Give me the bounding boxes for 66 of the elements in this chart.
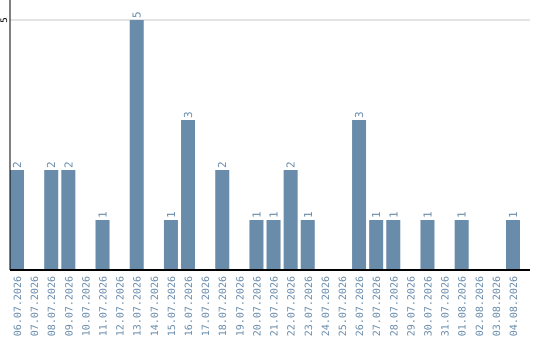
x-tick-label: 06.07.2026 [13,276,24,336]
data-label: 2 [284,161,298,168]
data-label: 2 [11,161,24,168]
data-label: 3 [353,111,366,118]
x-tick-label: 29.07.2026 [406,276,418,336]
data-label: 1 [370,211,384,218]
data-label: 1 [96,211,110,218]
x-tick-label: 09.07.2026 [64,276,76,336]
x-tick-label: 24.07.2026 [320,276,332,336]
x-tick-label: 17.07.2026 [201,276,212,336]
bar [215,170,230,270]
bar [181,120,196,270]
x-tick-label: 22.07.2026 [286,276,298,336]
data-label: 2 [216,161,230,168]
data-label: 1 [456,211,469,218]
x-tick-label: 27.07.2026 [372,276,384,336]
bar [386,220,400,270]
data-label: 1 [250,211,264,218]
data-label: 1 [164,211,178,218]
bar [61,170,76,270]
x-tick-label: 15.07.2026 [166,276,178,336]
x-tick-label: 02.08.2026 [474,276,486,336]
x-tick-label: 10.07.2026 [81,276,92,336]
bar [284,170,298,270]
x-tick-label: 07.07.2026 [30,276,42,336]
x-tick-label: 18.07.2026 [218,276,230,336]
bar [96,220,110,270]
x-tick-label: 26.07.2026 [355,276,366,336]
x-tick-label: 25.07.2026 [338,276,349,336]
bar [266,220,281,270]
bar [44,170,58,270]
bar [10,170,24,270]
x-tick-label: 08.07.2026 [47,276,58,336]
bar [454,220,469,270]
x-tick-label: 14.07.2026 [150,276,161,336]
data-label: 2 [45,161,58,168]
bar [130,20,144,270]
x-tick-label: 19.07.2026 [235,276,246,336]
data-label: 1 [268,211,281,218]
data-label: 1 [302,211,315,218]
x-tick-label: 01.08.2026 [458,276,469,336]
data-label: 1 [387,211,400,218]
x-tick-label: 21.07.2026 [270,276,281,336]
x-tick-label: 03.08.2026 [492,276,503,336]
x-tick-label: 20.07.2026 [252,276,264,336]
data-label: 1 [506,211,520,218]
x-tick-label: 04.08.2026 [508,276,520,336]
data-label: 2 [62,161,76,168]
bar [300,220,315,270]
x-tick-label: 13.07.2026 [132,276,144,336]
x-tick-label: 31.07.2026 [440,276,452,336]
data-label: 3 [182,111,196,118]
bar [420,220,434,270]
bar [249,220,264,270]
x-tick-label: 12.07.2026 [116,276,127,336]
bar [352,120,366,270]
bar [506,220,520,270]
x-tick-label: 11.07.2026 [98,276,110,336]
x-tick-label: 30.07.2026 [423,276,434,336]
bar [164,220,178,270]
bar [369,220,384,270]
x-tick-label: 28.07.2026 [389,276,400,336]
data-label: 5 [130,11,144,18]
data-label: 1 [421,211,434,218]
x-tick-label: 23.07.2026 [304,276,315,336]
x-tick-label: 16.07.2026 [184,276,196,336]
